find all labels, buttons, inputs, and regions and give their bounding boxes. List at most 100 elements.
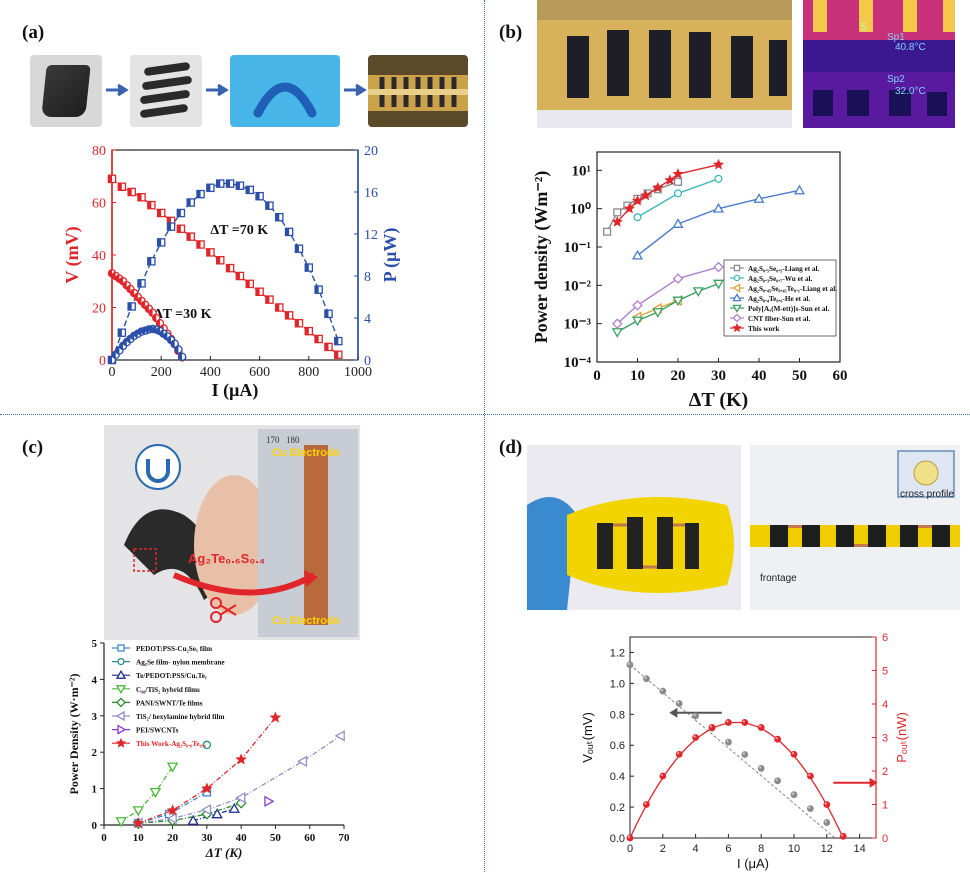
legend-marker [117,657,125,666]
chart-c-power-density-comparison: 0 10 20 30 40 50 60 70 0 1 2 3 4 5 ΔT (K) Power Density… [67,638,350,860]
data-point-fill [141,301,146,309]
data-point [149,787,162,799]
data-point-fill [118,183,122,191]
y-left-tick-label: 0.0 [610,833,625,845]
data-point [807,772,814,780]
y-right-tick-label: 0 [364,354,371,369]
data-point [334,730,345,742]
y-tick-label: 2 [92,747,98,759]
data-point [201,782,213,794]
data-point [633,213,642,222]
data-point [692,734,699,741]
data-point-fill [160,330,164,338]
data-point [675,700,683,707]
data-point [166,812,177,825]
data-point-fill [157,238,162,246]
data-point-shine [808,806,811,809]
data-point [187,814,199,825]
arrow-right-head [869,777,878,788]
legend-label: PANI/SWNT/Te films [136,699,203,707]
legend-label: Ag₂Se film- nylon membrane [136,659,225,667]
x-tick-label: 0 [593,368,601,384]
data-point-fill [152,325,157,334]
photo-device-tube: cross profile frontage [750,445,960,610]
data-point-fill [246,280,250,288]
data-point-fill [174,345,179,354]
data-point-fill [305,327,309,335]
data-point-fill [141,327,146,335]
y-left-tick-label: 0.4 [610,771,625,783]
data-point-fill [265,296,270,304]
y-tick-label: 4 [92,674,98,686]
photo-device-in-hand [527,445,741,610]
photo-bulk-sample [30,55,102,127]
data-point [643,801,650,808]
legend-label: CNT fiber-Sun et al. [748,315,810,323]
data-point-shine [791,792,795,795]
data-point [712,158,725,170]
y-right-tick-label: 4 [882,699,888,711]
data-point-shine [808,773,811,777]
series-line-3 [120,766,174,822]
y-right-tick-label: 20 [364,144,378,159]
data-point [611,328,623,338]
data-point-fill [305,264,309,272]
x-tick-label: 40 [236,832,248,844]
series-line-3 [637,189,800,257]
data-point-fill [178,353,183,361]
data-point-fill [119,277,124,285]
y-tick-label: 5 [92,638,98,650]
data-point-fill [256,288,260,296]
arrow-icon [344,83,367,97]
data-point [790,791,798,799]
data-point [692,712,699,720]
data-point-fill [167,223,172,231]
x-tick-label: 60 [304,832,316,844]
legend-label: Poly[Aₓ(M-ett)]s-Sun et al. [748,305,830,313]
y-left-axis-label: Vₒᵤₜ(mV) [580,712,595,763]
y-tick-label: 10⁻⁴ [564,355,592,371]
photo-flexible-film: 170 180 Cu Electrode Cu Electrode Ag₂Te₀… [104,425,360,640]
x-tick-label: 400 [200,365,221,380]
legend-label: Ag₂S₀.₅Se₀.₅-Liang et al. [748,265,819,273]
y-left-tick-label: 80 [92,144,106,159]
data-point [807,805,814,813]
y-tick-label: 0 [92,820,98,832]
legend-marker [733,264,741,272]
data-point [741,751,749,758]
data-point-fill [163,332,168,340]
chart-d-vout-pout: 0 2 4 6 8 10 12 140.00.20.40.60.81.01.20123456I… [580,632,909,871]
y-left-tick-label: 1.2 [610,647,625,659]
x-tick-label: 0 [627,843,633,855]
legend-label: Ag₂S₀.₃Se₀.₇-Wu et al. [748,275,813,283]
data-point-fill [128,188,132,196]
data-point-fill [137,328,142,336]
data-point [613,208,622,217]
data-point-fill [152,314,157,322]
annotation-dt70: ΔT =70 K [210,223,268,238]
data-point-fill [275,213,280,221]
data-point [611,216,623,227]
data-point-fill [324,310,329,318]
legend-marker [732,322,742,333]
x-tick-label: 0 [109,365,116,380]
data-point [626,661,634,669]
legend-marker [117,724,127,735]
fit-curve-pout [629,721,844,839]
data-point-fill [275,303,280,312]
data-point [235,753,247,765]
data-point-fill [171,340,175,348]
data-point [839,832,847,840]
data-point [673,177,683,186]
data-point [631,249,644,260]
x-tick-label: 50 [270,832,282,844]
data-point [714,174,723,183]
data-point [631,316,644,327]
data-point-fill [137,193,142,201]
data-point-fill [137,297,142,305]
data-point-fill [130,289,135,297]
y-tick-label: 10⁻² [564,278,592,294]
data-point [741,719,749,726]
data-point [166,804,179,816]
x-tick-label: 200 [151,365,172,380]
